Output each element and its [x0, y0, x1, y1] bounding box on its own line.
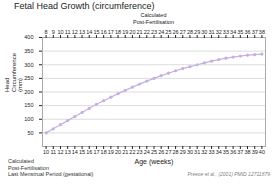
svg-text:15: 15 [79, 149, 85, 155]
svg-text:29: 29 [180, 149, 186, 155]
svg-text:300: 300 [24, 62, 33, 68]
svg-text:38: 38 [244, 149, 250, 155]
svg-text:24: 24 [144, 149, 150, 155]
svg-text:14: 14 [72, 149, 78, 155]
svg-text:26: 26 [158, 149, 164, 155]
svg-text:18: 18 [101, 149, 107, 155]
svg-text:10: 10 [43, 149, 49, 155]
svg-text:400: 400 [24, 34, 33, 40]
svg-text:16: 16 [86, 149, 92, 155]
svg-text:HeadCircumference(mm): HeadCircumference(mm) [4, 52, 23, 92]
svg-text:15: 15 [93, 29, 99, 35]
svg-text:13: 13 [79, 29, 85, 35]
svg-text:35: 35 [237, 29, 243, 35]
svg-text:17: 17 [108, 29, 114, 35]
svg-text:20: 20 [115, 149, 121, 155]
svg-text:16: 16 [101, 29, 107, 35]
html-text:Preece et al., (2001) PMID 127: Preece et al., (2001) PMID 12711879 [187, 171, 270, 177]
svg-text:37: 37 [252, 29, 258, 35]
svg-text:17: 17 [93, 149, 99, 155]
svg-text:35: 35 [223, 149, 229, 155]
svg-text:11: 11 [50, 149, 56, 155]
svg-text:350: 350 [24, 48, 33, 54]
svg-text:22: 22 [129, 149, 135, 155]
svg-text:40: 40 [259, 149, 265, 155]
svg-text:12: 12 [72, 29, 78, 35]
svg-text:27: 27 [165, 149, 171, 155]
svg-text:19: 19 [122, 29, 128, 35]
html-text:Fetal Head Growth (circumferen: Fetal Head Growth (circumference) [14, 1, 155, 11]
svg-text:26: 26 [173, 29, 179, 35]
svg-text:20: 20 [129, 29, 135, 35]
svg-text:10: 10 [57, 29, 63, 35]
svg-text:37: 37 [237, 149, 243, 155]
svg-text:8: 8 [45, 29, 48, 35]
html-text:Age (weeks): Age (weeks) [134, 158, 174, 165]
svg-text:33: 33 [208, 149, 214, 155]
svg-text:19: 19 [108, 149, 114, 155]
svg-text:100: 100 [24, 116, 33, 122]
svg-text:34: 34 [216, 149, 222, 155]
svg-text:25: 25 [165, 29, 171, 35]
svg-text:150: 150 [24, 102, 33, 108]
svg-text:31: 31 [208, 29, 214, 35]
svg-text:39: 39 [252, 149, 258, 155]
html-text:Calculated Post-Fertilisation: Calculated Post-Fertilisation [8, 158, 49, 171]
svg-text:36: 36 [244, 29, 250, 35]
svg-text:32: 32 [216, 29, 222, 35]
svg-text:32: 32 [201, 149, 207, 155]
svg-text:23: 23 [137, 149, 143, 155]
svg-text:30: 30 [187, 149, 193, 155]
svg-text:21: 21 [122, 149, 128, 155]
svg-text:28: 28 [187, 29, 193, 35]
svg-text:34: 34 [230, 29, 236, 35]
svg-text:25: 25 [151, 149, 157, 155]
svg-text:13: 13 [65, 149, 71, 155]
svg-text:12: 12 [57, 149, 63, 155]
svg-text:28: 28 [173, 149, 179, 155]
svg-text:250: 250 [24, 75, 33, 81]
svg-text:29: 29 [194, 29, 200, 35]
svg-text:18: 18 [115, 29, 121, 35]
svg-text:50: 50 [27, 130, 33, 136]
svg-text:22: 22 [144, 29, 150, 35]
svg-text:38: 38 [259, 29, 265, 35]
svg-text:27: 27 [180, 29, 186, 35]
svg-text:30: 30 [201, 29, 207, 35]
html-text:Calculated Post-Fertilisation: Calculated Post-Fertilisation [133, 12, 174, 25]
html-text:Last Menstrual Period (gestati: Last Menstrual Period (gestational) [8, 171, 94, 177]
svg-text:9: 9 [52, 29, 55, 35]
svg-text:11: 11 [65, 29, 71, 35]
svg-text:31: 31 [194, 149, 200, 155]
svg-text:36: 36 [230, 149, 236, 155]
svg-text:21: 21 [137, 29, 143, 35]
svg-text:200: 200 [24, 89, 33, 95]
svg-text:23: 23 [151, 29, 157, 35]
svg-text:33: 33 [223, 29, 229, 35]
svg-text:14: 14 [86, 29, 92, 35]
svg-text:24: 24 [158, 29, 164, 35]
